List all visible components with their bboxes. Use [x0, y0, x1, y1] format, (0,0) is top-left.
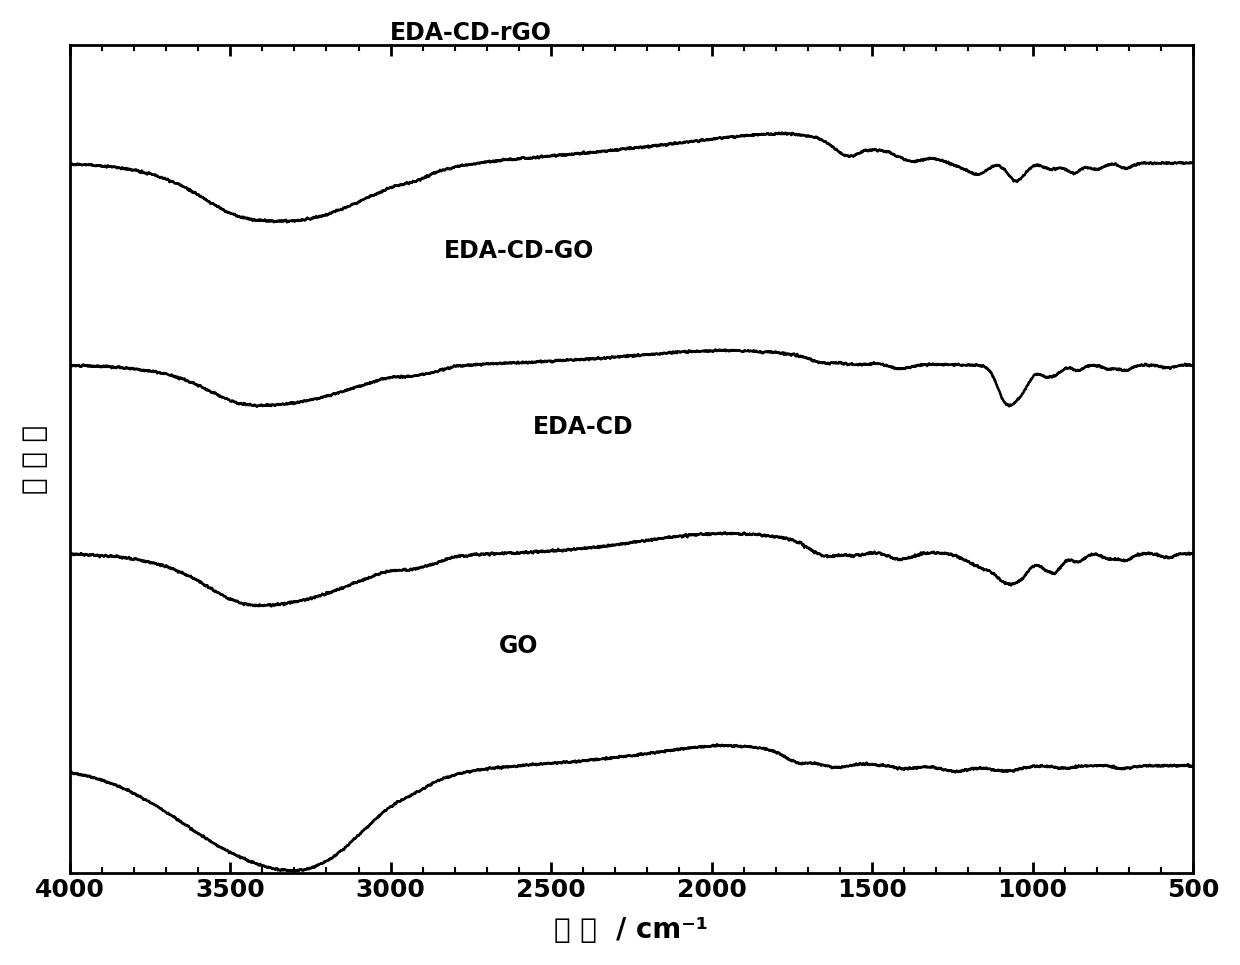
X-axis label: 波 数  / cm⁻¹: 波 数 / cm⁻¹ — [554, 916, 708, 944]
Text: EDA-CD-GO: EDA-CD-GO — [444, 238, 594, 262]
Text: EDA-CD: EDA-CD — [533, 415, 634, 439]
Text: EDA-CD-rGO: EDA-CD-rGO — [389, 21, 552, 44]
Text: GO: GO — [500, 634, 538, 658]
Y-axis label: 透 过 率: 透 过 率 — [21, 425, 48, 494]
